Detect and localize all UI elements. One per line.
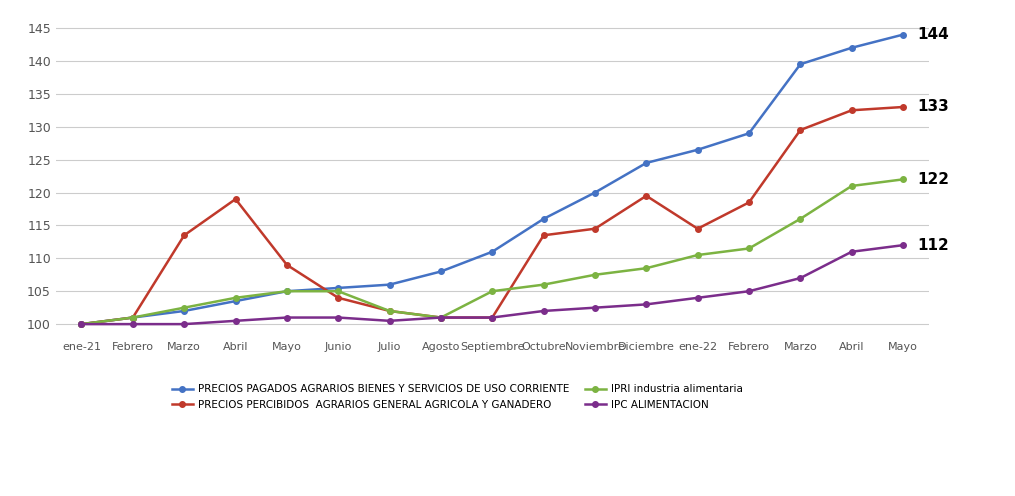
PRECIOS PERCIBIDOS  AGRARIOS GENERAL AGRICOLA Y GANADERO bbox=[178, 232, 190, 238]
PRECIOS PAGADOS AGRARIOS BIENES Y SERVICIOS DE USO CORRIENTE bbox=[486, 249, 498, 255]
PRECIOS PAGADOS AGRARIOS BIENES Y SERVICIOS DE USO CORRIENTE bbox=[75, 321, 87, 327]
IPRI industria alimentaria bbox=[795, 216, 807, 222]
PRECIOS PAGADOS AGRARIOS BIENES Y SERVICIOS DE USO CORRIENTE bbox=[384, 282, 396, 288]
IPRI industria alimentaria bbox=[332, 288, 344, 294]
Line: PRECIOS PERCIBIDOS  AGRARIOS GENERAL AGRICOLA Y GANADERO: PRECIOS PERCIBIDOS AGRARIOS GENERAL AGRI… bbox=[79, 104, 905, 327]
PRECIOS PAGADOS AGRARIOS BIENES Y SERVICIOS DE USO CORRIENTE bbox=[281, 288, 293, 294]
IPC ALIMENTACION bbox=[640, 302, 653, 308]
PRECIOS PAGADOS AGRARIOS BIENES Y SERVICIOS DE USO CORRIENTE bbox=[845, 45, 858, 51]
PRECIOS PERCIBIDOS  AGRARIOS GENERAL AGRICOLA Y GANADERO bbox=[589, 226, 601, 232]
Text: 133: 133 bbox=[917, 100, 949, 115]
IPRI industria alimentaria bbox=[743, 246, 755, 251]
IPRI industria alimentaria bbox=[589, 272, 601, 278]
IPRI industria alimentaria bbox=[845, 183, 858, 189]
PRECIOS PERCIBIDOS  AGRARIOS GENERAL AGRICOLA Y GANADERO bbox=[229, 196, 242, 202]
PRECIOS PERCIBIDOS  AGRARIOS GENERAL AGRICOLA Y GANADERO bbox=[640, 193, 653, 199]
PRECIOS PAGADOS AGRARIOS BIENES Y SERVICIOS DE USO CORRIENTE bbox=[229, 298, 242, 304]
PRECIOS PAGADOS AGRARIOS BIENES Y SERVICIOS DE USO CORRIENTE bbox=[127, 314, 139, 320]
PRECIOS PAGADOS AGRARIOS BIENES Y SERVICIOS DE USO CORRIENTE bbox=[691, 147, 703, 153]
Text: 122: 122 bbox=[917, 172, 949, 187]
PRECIOS PAGADOS AGRARIOS BIENES Y SERVICIOS DE USO CORRIENTE bbox=[538, 216, 550, 222]
Line: IPRI industria alimentaria: IPRI industria alimentaria bbox=[79, 177, 905, 327]
Line: PRECIOS PAGADOS AGRARIOS BIENES Y SERVICIOS DE USO CORRIENTE: PRECIOS PAGADOS AGRARIOS BIENES Y SERVIC… bbox=[79, 32, 905, 327]
PRECIOS PAGADOS AGRARIOS BIENES Y SERVICIOS DE USO CORRIENTE bbox=[589, 189, 601, 195]
PRECIOS PERCIBIDOS  AGRARIOS GENERAL AGRICOLA Y GANADERO bbox=[691, 226, 703, 232]
IPRI industria alimentaria bbox=[384, 308, 396, 314]
PRECIOS PAGADOS AGRARIOS BIENES Y SERVICIOS DE USO CORRIENTE bbox=[178, 308, 190, 314]
IPC ALIMENTACION bbox=[589, 305, 601, 310]
PRECIOS PERCIBIDOS  AGRARIOS GENERAL AGRICOLA Y GANADERO bbox=[281, 262, 293, 268]
PRECIOS PERCIBIDOS  AGRARIOS GENERAL AGRICOLA Y GANADERO bbox=[332, 295, 344, 301]
IPRI industria alimentaria bbox=[75, 321, 87, 327]
Legend: PRECIOS PAGADOS AGRARIOS BIENES Y SERVICIOS DE USO CORRIENTE, PRECIOS PERCIBIDOS: PRECIOS PAGADOS AGRARIOS BIENES Y SERVIC… bbox=[172, 384, 743, 410]
PRECIOS PERCIBIDOS  AGRARIOS GENERAL AGRICOLA Y GANADERO bbox=[897, 104, 909, 110]
PRECIOS PAGADOS AGRARIOS BIENES Y SERVICIOS DE USO CORRIENTE bbox=[897, 32, 909, 38]
PRECIOS PERCIBIDOS  AGRARIOS GENERAL AGRICOLA Y GANADERO bbox=[743, 199, 755, 205]
IPRI industria alimentaria bbox=[178, 305, 190, 310]
PRECIOS PAGADOS AGRARIOS BIENES Y SERVICIOS DE USO CORRIENTE bbox=[332, 285, 344, 291]
PRECIOS PERCIBIDOS  AGRARIOS GENERAL AGRICOLA Y GANADERO bbox=[75, 321, 87, 327]
IPRI industria alimentaria bbox=[229, 295, 242, 301]
PRECIOS PERCIBIDOS  AGRARIOS GENERAL AGRICOLA Y GANADERO bbox=[486, 314, 498, 320]
PRECIOS PERCIBIDOS  AGRARIOS GENERAL AGRICOLA Y GANADERO bbox=[127, 314, 139, 320]
PRECIOS PAGADOS AGRARIOS BIENES Y SERVICIOS DE USO CORRIENTE bbox=[795, 61, 807, 67]
IPC ALIMENTACION bbox=[743, 288, 755, 294]
PRECIOS PAGADOS AGRARIOS BIENES Y SERVICIOS DE USO CORRIENTE bbox=[743, 130, 755, 136]
Text: 144: 144 bbox=[917, 27, 949, 42]
IPC ALIMENTACION bbox=[178, 321, 190, 327]
IPC ALIMENTACION bbox=[332, 314, 344, 320]
PRECIOS PERCIBIDOS  AGRARIOS GENERAL AGRICOLA Y GANADERO bbox=[795, 127, 807, 133]
PRECIOS PAGADOS AGRARIOS BIENES Y SERVICIOS DE USO CORRIENTE bbox=[434, 268, 447, 274]
PRECIOS PERCIBIDOS  AGRARIOS GENERAL AGRICOLA Y GANADERO bbox=[845, 107, 858, 113]
IPC ALIMENTACION bbox=[897, 242, 909, 248]
IPRI industria alimentaria bbox=[127, 314, 139, 320]
IPRI industria alimentaria bbox=[538, 282, 550, 288]
IPRI industria alimentaria bbox=[897, 177, 909, 183]
IPC ALIMENTACION bbox=[486, 314, 498, 320]
IPC ALIMENTACION bbox=[795, 275, 807, 281]
PRECIOS PERCIBIDOS  AGRARIOS GENERAL AGRICOLA Y GANADERO bbox=[434, 314, 447, 320]
IPC ALIMENTACION bbox=[384, 318, 396, 324]
IPC ALIMENTACION bbox=[75, 321, 87, 327]
IPC ALIMENTACION bbox=[434, 314, 447, 320]
IPC ALIMENTACION bbox=[691, 295, 703, 301]
IPC ALIMENTACION bbox=[127, 321, 139, 327]
IPRI industria alimentaria bbox=[691, 252, 703, 258]
IPRI industria alimentaria bbox=[640, 265, 653, 271]
IPRI industria alimentaria bbox=[281, 288, 293, 294]
Text: 112: 112 bbox=[917, 238, 949, 252]
IPRI industria alimentaria bbox=[434, 314, 447, 320]
IPC ALIMENTACION bbox=[229, 318, 242, 324]
IPC ALIMENTACION bbox=[281, 314, 293, 320]
PRECIOS PAGADOS AGRARIOS BIENES Y SERVICIOS DE USO CORRIENTE bbox=[640, 160, 653, 166]
IPC ALIMENTACION bbox=[845, 249, 858, 255]
IPC ALIMENTACION bbox=[538, 308, 550, 314]
IPRI industria alimentaria bbox=[486, 288, 498, 294]
Line: IPC ALIMENTACION: IPC ALIMENTACION bbox=[79, 243, 905, 327]
PRECIOS PERCIBIDOS  AGRARIOS GENERAL AGRICOLA Y GANADERO bbox=[538, 232, 550, 238]
PRECIOS PERCIBIDOS  AGRARIOS GENERAL AGRICOLA Y GANADERO bbox=[384, 308, 396, 314]
